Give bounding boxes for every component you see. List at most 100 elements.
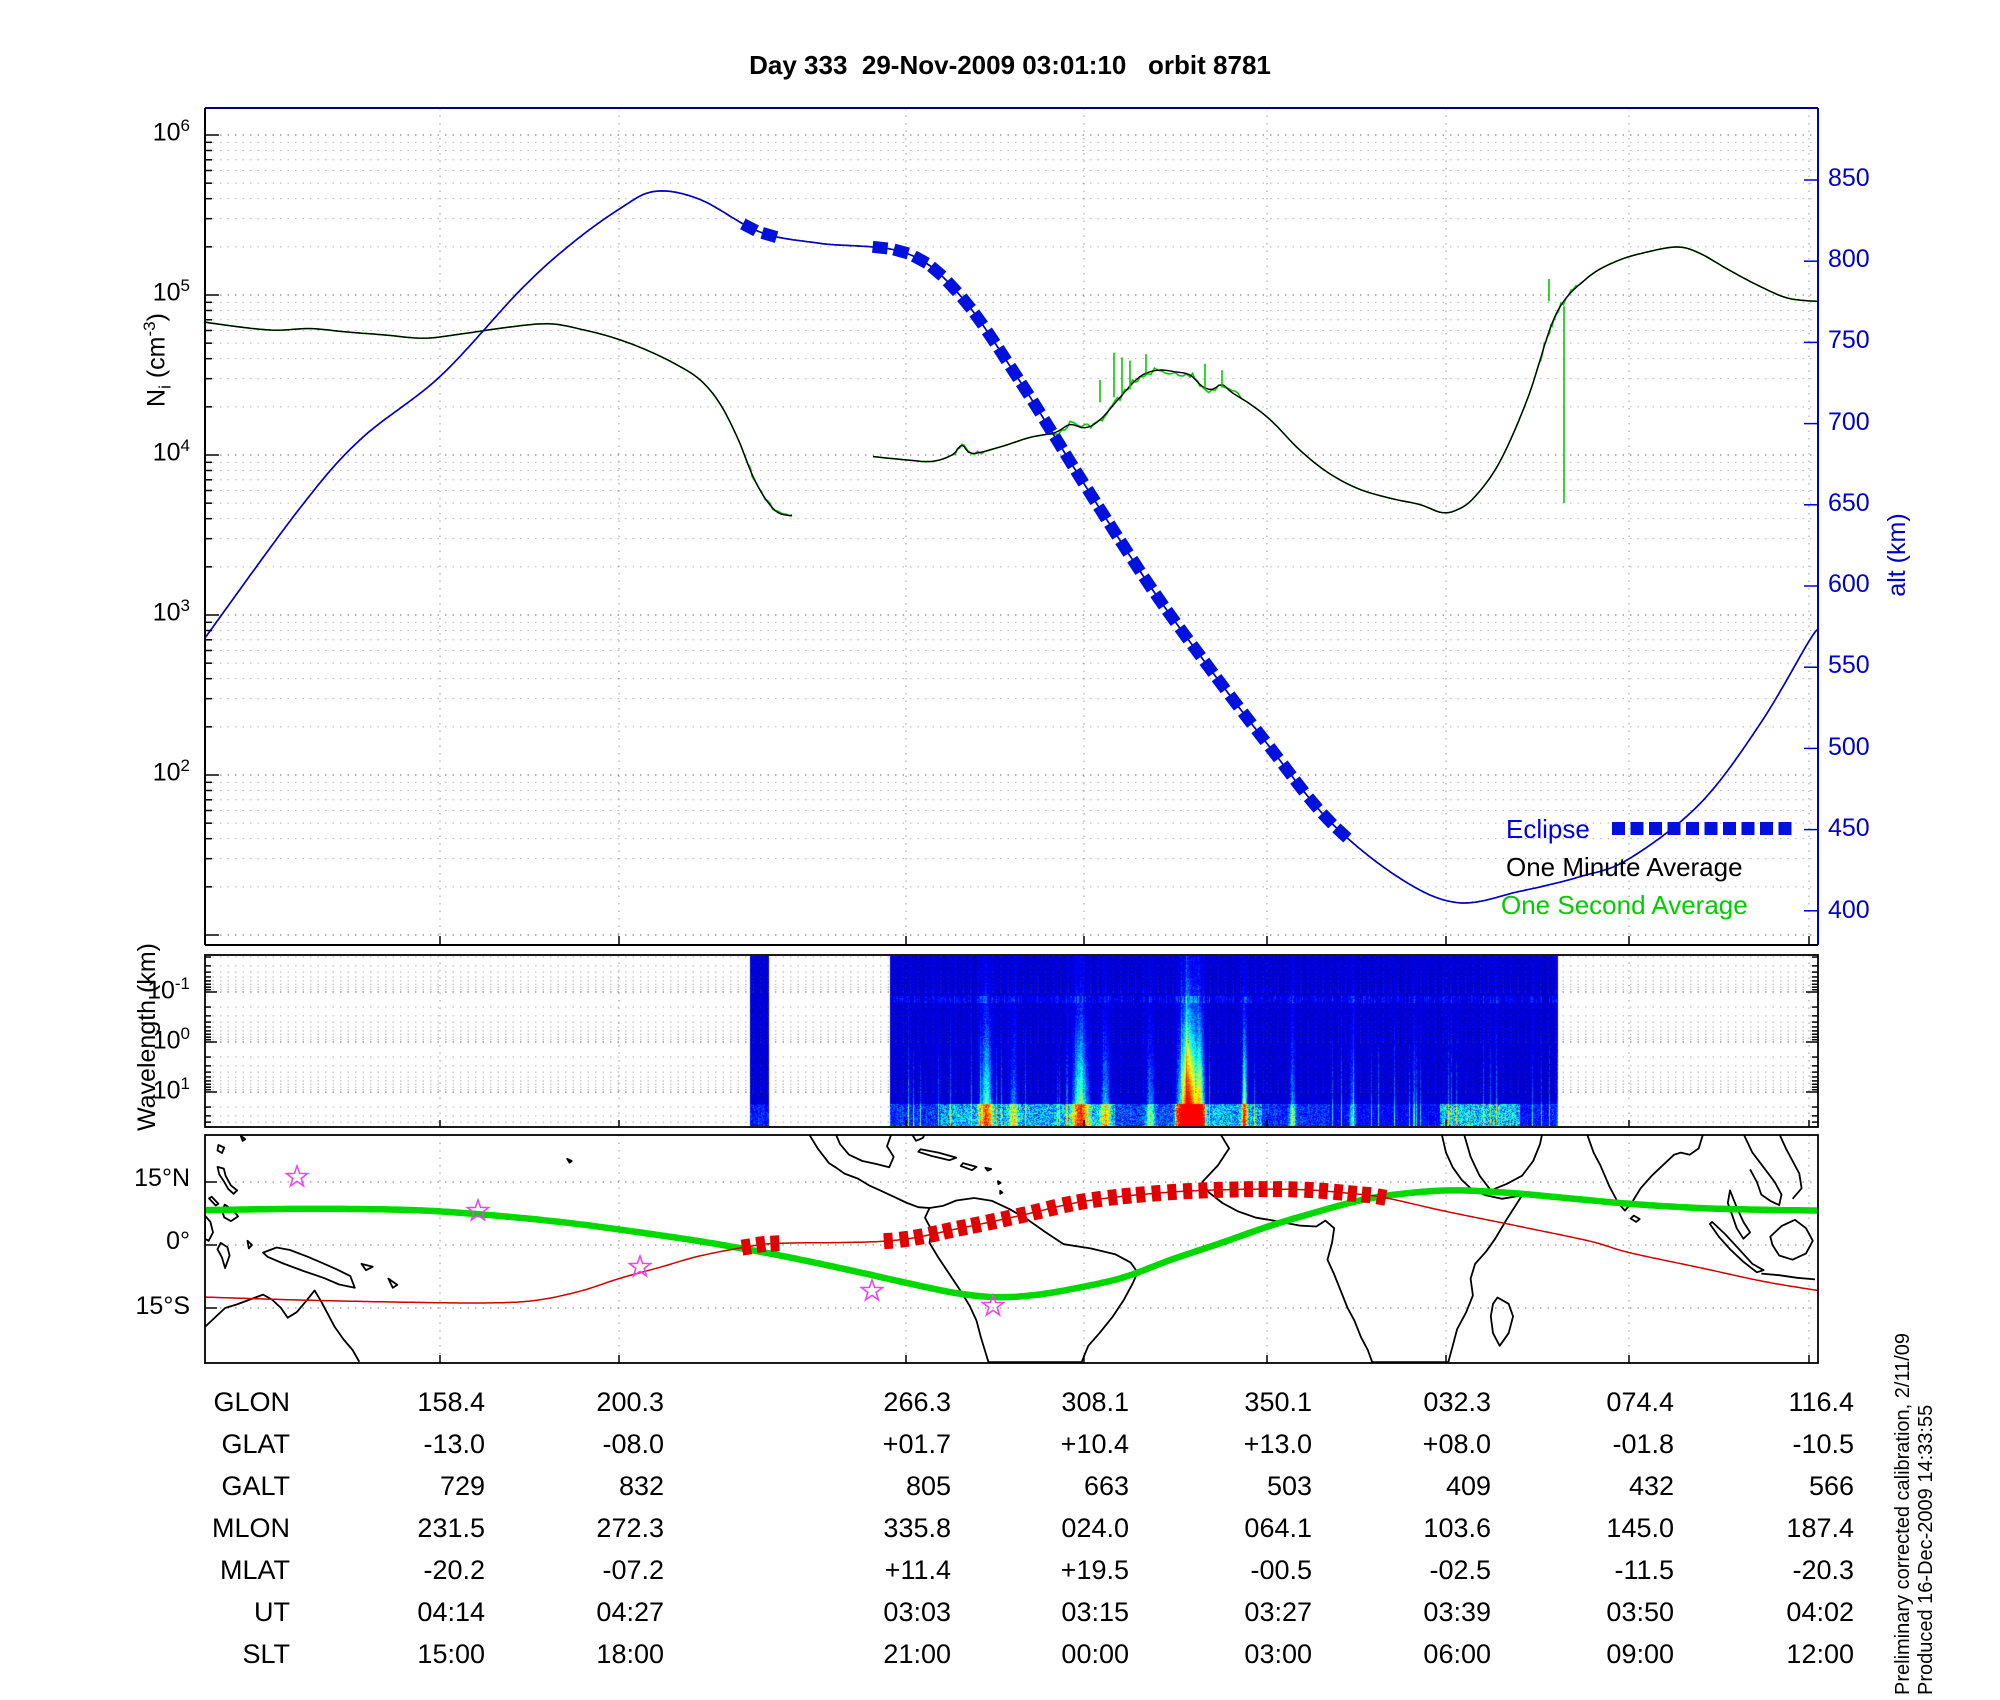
row-label: GLAT: [221, 1429, 290, 1459]
wavelength-axis-label: Wavelength (km): [133, 943, 161, 1132]
density-axis-label: Ni (cm-3): [140, 313, 175, 407]
table-cell: -11.5: [1614, 1555, 1674, 1585]
table-cell: +19.5: [1060, 1555, 1129, 1585]
table-cell: 832: [618, 1471, 664, 1501]
table-cell: -01.8: [1612, 1429, 1674, 1459]
table-cell: 04:27: [596, 1597, 664, 1627]
density-tick-1e4: 104: [152, 436, 190, 467]
table-cell: +10.4: [1060, 1429, 1129, 1459]
alt-tick-550: 550: [1828, 651, 1870, 679]
table-cell: -02.5: [1429, 1555, 1491, 1585]
table-cell: +01.7: [882, 1429, 951, 1459]
alt-tick-500: 500: [1828, 733, 1870, 761]
alt-tick-600: 600: [1828, 570, 1870, 598]
table-cell: -10.5: [1792, 1429, 1854, 1459]
alt-tick-750: 750: [1828, 326, 1870, 354]
wavelength-tick-0.1: 10-1: [147, 974, 190, 1005]
alt-tick-800: 800: [1828, 245, 1870, 273]
table-cell: 729: [439, 1471, 485, 1501]
table-cell: 663: [1083, 1471, 1129, 1501]
map-lat-15n: 15°N: [134, 1164, 190, 1192]
alt-tick-400: 400: [1828, 896, 1870, 924]
table-cell: +08.0: [1422, 1429, 1491, 1459]
table-cell: 409: [1445, 1471, 1491, 1501]
table-cell: +13.0: [1243, 1429, 1312, 1459]
table-cell: 145.0: [1606, 1513, 1674, 1543]
legend-eclipse-label: Eclipse: [1506, 814, 1590, 844]
table-row-mlat: MLAT -20.2 -07.2 +11.4 +19.5 -00.5 -02.5…: [0, 1555, 2000, 1591]
table-row-glat: GLAT -13.0 -08.0 +01.7 +10.4 +13.0 +08.0…: [0, 1429, 2000, 1465]
table-cell: 15:00: [417, 1639, 485, 1669]
table-cell: 350.1: [1244, 1387, 1312, 1417]
table-cell: 04:02: [1786, 1597, 1854, 1627]
table-cell: 805: [905, 1471, 951, 1501]
table-cell: 00:00: [1061, 1639, 1129, 1669]
table-cell: 266.3: [883, 1387, 951, 1417]
table-cell: -07.2: [602, 1555, 664, 1585]
legend-one-second-label: One Second Average: [1501, 890, 1748, 920]
row-label: UT: [254, 1597, 290, 1627]
table-cell: 231.5: [417, 1513, 485, 1543]
table-cell: 03:39: [1423, 1597, 1491, 1627]
table-cell: 187.4: [1786, 1513, 1854, 1543]
table-cell: 503: [1266, 1471, 1312, 1501]
map-lat-15s: 15°S: [135, 1292, 190, 1320]
table-row-galt: GALT 729 832 805 663 503 409 432 566: [0, 1471, 2000, 1507]
spectrogram-canvas: [206, 956, 1817, 1126]
table-row-mlon: MLON 231.5 272.3 335.8 024.0 064.1 103.6…: [0, 1513, 2000, 1549]
alt-tick-450: 450: [1828, 814, 1870, 842]
table-cell: -20.3: [1792, 1555, 1854, 1585]
table-cell: 03:50: [1606, 1597, 1674, 1627]
table-row-ut: UT 04:14 04:27 03:03 03:15 03:27 03:39 0…: [0, 1597, 2000, 1633]
table-cell: 335.8: [883, 1513, 951, 1543]
legend-one-minute-label: One Minute Average: [1506, 852, 1743, 882]
table-cell: 064.1: [1244, 1513, 1312, 1543]
density-tick-1e2: 102: [152, 756, 190, 787]
alt-tick-700: 700: [1828, 408, 1870, 436]
table-cell: +11.4: [884, 1555, 951, 1585]
table-cell: 09:00: [1606, 1639, 1674, 1669]
wavelength-tick-1: 100: [152, 1024, 190, 1055]
page-title: Day 333 29-Nov-2009 03:01:10 orbit 8781: [749, 50, 1271, 80]
table-cell: 116.4: [1788, 1387, 1854, 1417]
table-cell: -00.5: [1250, 1555, 1312, 1585]
row-label: SLT: [242, 1639, 290, 1669]
table-cell: 103.6: [1423, 1513, 1491, 1543]
table-cell: -20.2: [423, 1555, 485, 1585]
table-cell: 032.3: [1423, 1387, 1491, 1417]
density-tick-1e6: 106: [152, 116, 190, 147]
table-cell: 18:00: [596, 1639, 664, 1669]
altitude-axis-label: alt (km): [1883, 513, 1911, 597]
table-cell: -13.0: [423, 1429, 485, 1459]
table-cell: 21:00: [883, 1639, 951, 1669]
row-label: MLON: [211, 1513, 290, 1543]
table-cell: 03:27: [1244, 1597, 1312, 1627]
row-label: GLON: [213, 1387, 290, 1417]
density-tick-1e3: 103: [152, 596, 190, 627]
table-cell: 024.0: [1061, 1513, 1129, 1543]
table-cell: 272.3: [596, 1513, 664, 1543]
table-cell: 03:15: [1061, 1597, 1129, 1627]
map-lat-0: 0°: [166, 1227, 190, 1255]
table-cell: 158.4: [417, 1387, 485, 1417]
table-cell: 12:00: [1786, 1639, 1854, 1669]
table-cell: 03:03: [883, 1597, 951, 1627]
table-cell: 06:00: [1423, 1639, 1491, 1669]
row-label: GALT: [221, 1471, 290, 1501]
table-cell: 432: [1628, 1471, 1674, 1501]
row-label: MLAT: [219, 1555, 290, 1585]
table-cell: 074.4: [1606, 1387, 1674, 1417]
alt-tick-650: 650: [1828, 489, 1870, 517]
density-tick-1e5: 105: [152, 276, 190, 307]
table-cell: 03:00: [1244, 1639, 1312, 1669]
table-cell: 308.1: [1061, 1387, 1129, 1417]
table-cell: 200.3: [596, 1387, 664, 1417]
table-cell: -08.0: [602, 1429, 664, 1459]
table-cell: 04:14: [417, 1597, 485, 1627]
wavelength-tick-10: 101: [152, 1074, 190, 1105]
alt-tick-850: 850: [1828, 164, 1870, 192]
table-cell: 566: [1808, 1471, 1854, 1501]
table-row-slt: SLT 15:00 18:00 21:00 00:00 03:00 06:00 …: [0, 1639, 2000, 1675]
